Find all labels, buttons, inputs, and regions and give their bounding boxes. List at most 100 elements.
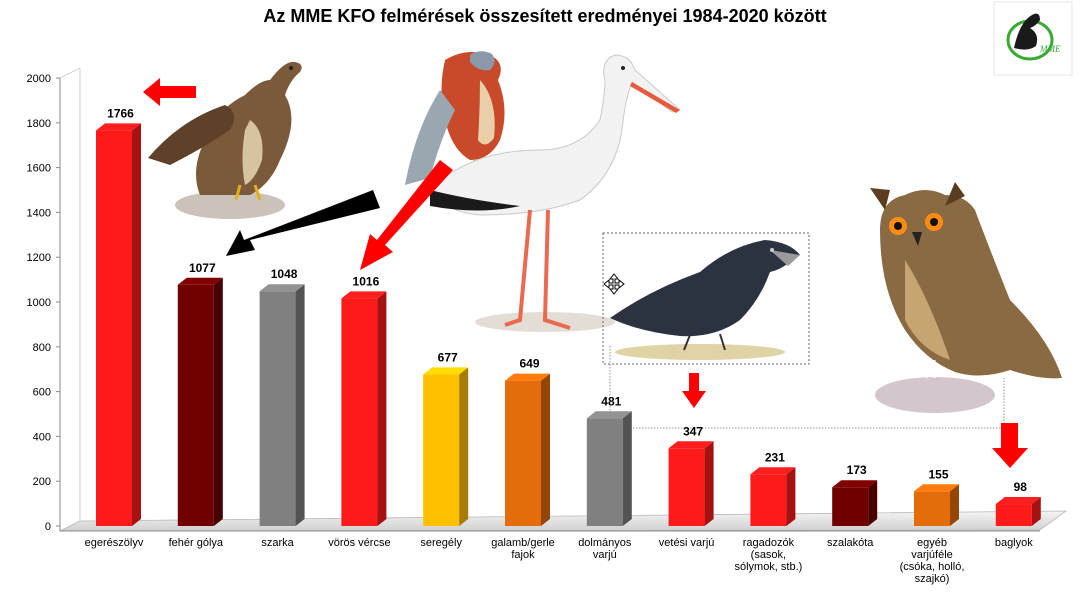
value-label: 1016 (353, 274, 380, 288)
x-tick-label-line: galamb/gerle (491, 537, 555, 549)
arrow-to-baglyok (992, 423, 1028, 468)
x-tick-label: fehér gólya (169, 537, 224, 549)
arrow-to-vetesi-varju (682, 373, 706, 408)
buzzard-illustration (148, 61, 302, 219)
x-tick-label-line: (sasok, (751, 549, 786, 561)
bar-side (459, 367, 469, 526)
bar-side (541, 373, 550, 526)
value-labels: 1766 1077 1048 1016 677 649 481 347 231 173 155 98 (107, 106, 1027, 494)
value-label: 155 (928, 467, 948, 481)
x-tick-label-line: szalakóta (827, 537, 874, 549)
arrow-to-egereszolyv (143, 78, 196, 106)
x-tick-label-line: ragadozók (743, 537, 795, 549)
bar-front (995, 504, 1032, 526)
x-tick-label-line: egerészölyv (85, 537, 144, 549)
bar-top (96, 123, 141, 131)
x-tick-label: dolmányos varjú (578, 537, 632, 561)
bar-front (668, 448, 705, 526)
y-tick-label: 1400 (27, 207, 51, 219)
y-tick-label: 2000 (27, 73, 51, 85)
x-tick-label-line: egyéb (917, 537, 947, 549)
value-label: 1077 (189, 261, 216, 275)
value-label: 1766 (107, 106, 134, 120)
bar-top (505, 373, 550, 381)
bar-top (259, 284, 305, 292)
value-label: 173 (847, 463, 867, 477)
y-tick-label: 400 (33, 431, 51, 443)
mme-logo: MME (993, 1, 1073, 76)
x-tick-label-line: fehér gólya (169, 537, 224, 549)
bar-4 (423, 367, 469, 526)
logo-text: MME (1039, 44, 1061, 54)
x-tick-label-line: varjú (593, 549, 617, 561)
bar-10 (914, 484, 959, 526)
x-tick-label-line: (csóka, holló, (900, 561, 965, 573)
x-tick-label: egyéb varjúféle (csóka, holló, szajkó) (900, 537, 965, 585)
arrow-to-feher-golya (226, 190, 380, 256)
plot-area (59, 67, 1068, 532)
bar-top (668, 441, 714, 449)
x-axis: egerészölyv fehér gólya szarka vörös vércse… (85, 537, 1034, 585)
value-label: 347 (683, 424, 703, 438)
bar-7 (668, 441, 714, 526)
bar-side (622, 411, 632, 526)
bar-front (914, 491, 950, 526)
y-tick-label: 0 (45, 521, 51, 533)
x-tick-label-line: vetési varjú (659, 537, 715, 549)
x-tick-label: ragadozók (sasok, sólymok, stb.) (734, 537, 802, 573)
bar-2 (259, 284, 305, 526)
x-tick-label-line: baglyok (995, 537, 1033, 549)
bar-front (96, 130, 132, 526)
x-tick-label: szalakóta (827, 537, 874, 549)
bar-side (1031, 497, 1041, 526)
value-label: 231 (765, 450, 785, 464)
bar-top (341, 291, 387, 299)
bar-front (341, 298, 378, 526)
y-tick-label: 800 (33, 342, 51, 354)
bar-front (832, 487, 869, 526)
bar-top (423, 367, 469, 375)
y-tick-label: 200 (33, 476, 51, 488)
x-tick-label-line: dolmányos (578, 537, 632, 549)
bar-series (96, 123, 1041, 526)
x-tick-label-line: szarka (261, 537, 294, 549)
move-cursor-icon[interactable] (603, 273, 625, 295)
bar-top (586, 411, 632, 419)
arrow-to-voros-vercse (360, 160, 453, 270)
bar-side (377, 291, 387, 526)
bar-top (177, 277, 223, 285)
value-label: 481 (601, 394, 621, 408)
x-tick-label-line: varjúféle (911, 549, 953, 561)
x-tick-label: egerészölyv (85, 537, 144, 549)
x-tick-label: vetési varjú (659, 537, 715, 549)
bar-front (423, 374, 460, 526)
bar-front (750, 474, 787, 526)
bar-front (177, 284, 214, 526)
x-tick-label-line: fajok (511, 549, 535, 561)
y-tick-label: 1000 (27, 297, 51, 309)
bar-side (950, 484, 959, 526)
bar-side (786, 467, 796, 526)
bar-side (132, 123, 141, 526)
bar-front (259, 291, 296, 526)
bar-8 (750, 467, 796, 526)
bar-top (914, 484, 959, 492)
x-tick-label: galamb/gerle fajok (491, 537, 555, 561)
bar-front (505, 380, 541, 526)
x-tick-label-line: sólymok, stb.) (734, 561, 802, 573)
bar-6 (586, 411, 632, 526)
bar-11 (995, 497, 1041, 526)
x-tick-label-line: seregély (420, 537, 462, 549)
x-tick-label: baglyok (995, 537, 1033, 549)
y-axis: 0 200 400 600 800 1000 1200 1400 1600 1800 2000 (27, 73, 60, 533)
bar-top (995, 497, 1041, 505)
bar-3 (341, 291, 387, 526)
overlay-text: CIM (890, 354, 938, 384)
bar-0 (96, 123, 141, 526)
value-label: 1048 (271, 267, 298, 281)
bar-top (750, 467, 796, 475)
bar-side (295, 284, 305, 526)
x-tick-label: szarka (261, 537, 294, 549)
eagle-owl-illustration: CIM (870, 182, 1062, 413)
